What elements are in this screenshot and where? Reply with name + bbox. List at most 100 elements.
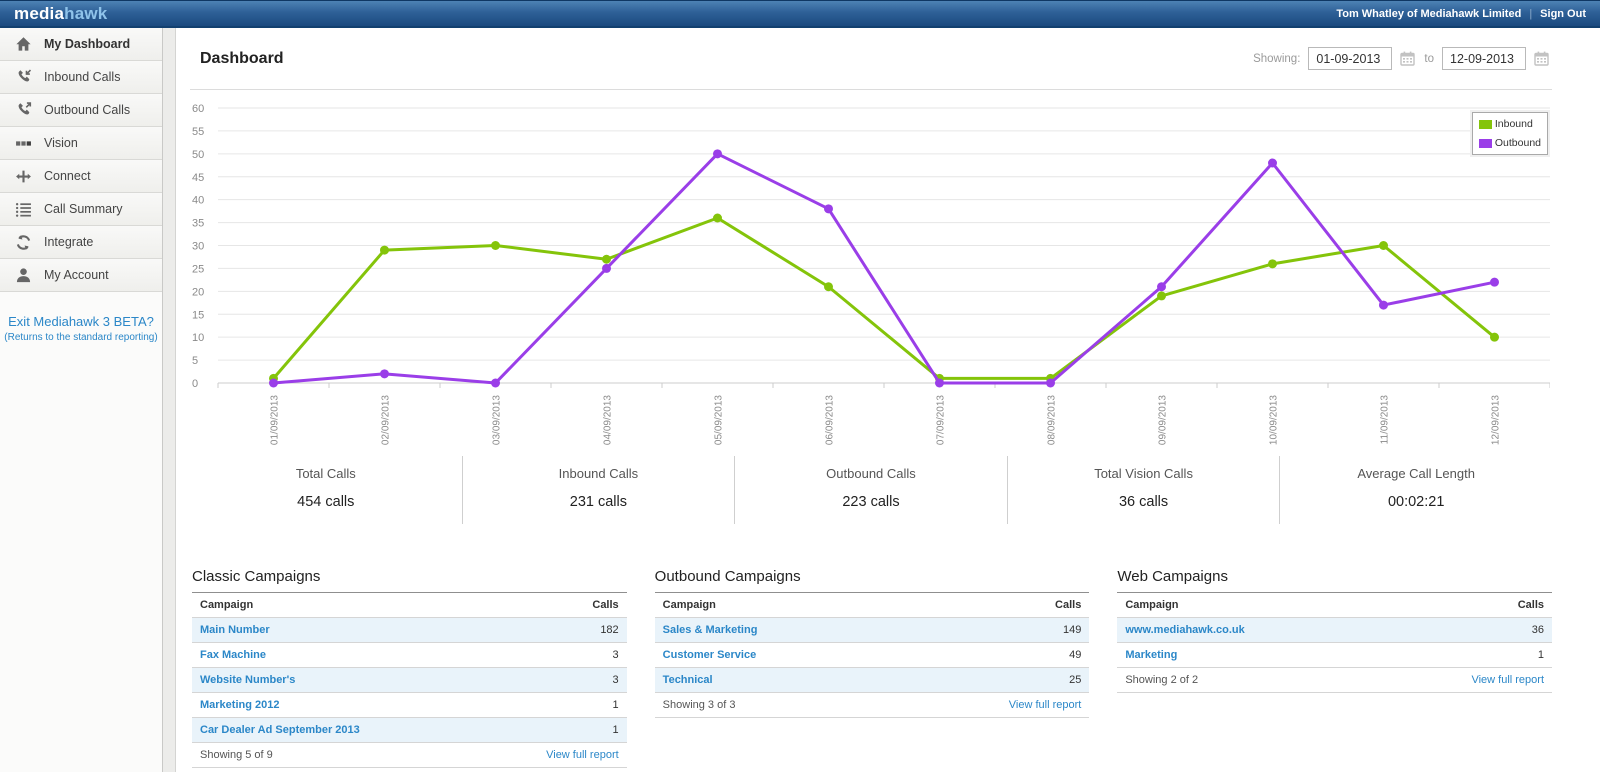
- legend-label: Inbound: [1494, 118, 1533, 130]
- showing-count: Showing 5 of 9: [200, 749, 273, 761]
- sidebar-item-inbound-calls[interactable]: Inbound Calls: [0, 61, 162, 94]
- campaign-link[interactable]: Website Number's: [200, 674, 296, 686]
- legend-label: Outbound: [1494, 137, 1541, 149]
- table-row: Technical 25: [654, 668, 1090, 693]
- sidebar-divider-band: [163, 28, 176, 772]
- campaign-calls: 49: [1069, 649, 1082, 661]
- stat-label: Inbound Calls: [558, 466, 639, 481]
- my-account-icon: [16, 267, 30, 282]
- stat-value: 231 calls: [569, 494, 627, 510]
- svg-text:40: 40: [192, 195, 204, 207]
- svg-text:0: 0: [192, 378, 198, 390]
- stat-value: 36 calls: [1118, 494, 1169, 510]
- table-header-row: Campaign Calls: [192, 593, 627, 618]
- sidebar-item-label: Connect: [44, 169, 91, 183]
- chart-legend: Inbound Outbound: [1471, 112, 1548, 155]
- logo-hawk: hawk: [64, 3, 108, 23]
- sidebar-item-label: My Dashboard: [44, 37, 131, 51]
- column-header-calls: Calls: [1517, 599, 1545, 611]
- logged-in-user: Tom Whatley of Mediahawk Limited: [1336, 7, 1522, 20]
- table-footer: Showing 2 of 2 View full report: [1117, 668, 1553, 693]
- calendar-icon-to[interactable]: [1534, 51, 1550, 67]
- svg-text:06/09/2013: 06/09/2013: [825, 395, 836, 445]
- date-from-input[interactable]: [1308, 47, 1393, 70]
- legend-swatch-outbound: [1478, 138, 1492, 148]
- showing-count: Showing 3 of 3: [662, 699, 736, 711]
- sidebar-item-connect[interactable]: Connect: [0, 160, 162, 193]
- table-footer: Showing 3 of 3 View full report: [654, 693, 1090, 718]
- sidebar-item-outbound-calls[interactable]: Outbound Calls: [0, 94, 162, 127]
- sidebar-item-label: My Account: [44, 268, 109, 282]
- svg-text:25: 25: [192, 263, 204, 275]
- svg-text:11/09/2013: 11/09/2013: [1380, 395, 1391, 445]
- svg-text:55: 55: [192, 126, 204, 138]
- main-content: Dashboard Showing: to 0 5 10 15 20 25 30 35 40 45…: [176, 28, 1600, 772]
- legend-entry-inbound: Inbound: [1478, 118, 1541, 130]
- campaign-calls: 1: [612, 724, 619, 736]
- sidebar-item-my-dashboard[interactable]: My Dashboard: [0, 28, 162, 61]
- top-bar: mediahawk Tom Whatley of Mediahawk Limit…: [0, 0, 1600, 28]
- sidebar-item-label: Vision: [44, 136, 78, 150]
- svg-text:09/09/2013: 09/09/2013: [1158, 395, 1169, 445]
- campaign-tables-row: Classic Campaigns Campaign Calls Main Nu…: [190, 568, 1553, 768]
- campaign-calls: 25: [1069, 674, 1082, 686]
- sidebar-item-my-account[interactable]: My Account: [0, 259, 162, 292]
- table-row: Marketing 1: [1117, 643, 1553, 668]
- mediahawk-logo: mediahawk: [14, 4, 107, 24]
- stat-average-call-length: Average Call Length 00:02:21: [1279, 456, 1552, 524]
- campaign-link[interactable]: Marketing 2012: [200, 699, 280, 711]
- campaign-link[interactable]: Main Number: [200, 624, 270, 636]
- sidebar-item-call-summary[interactable]: Call Summary: [0, 193, 162, 226]
- sidebar: My Dashboard Inbound Calls Outbound Call…: [0, 28, 163, 772]
- sidebar-item-vision[interactable]: Vision: [0, 127, 162, 160]
- table-row: Sales & Marketing 149: [654, 618, 1090, 643]
- campaign-link[interactable]: Sales & Marketing: [662, 624, 758, 636]
- sidebar-item-label: Inbound Calls: [44, 70, 121, 84]
- view-full-report-link[interactable]: View full report: [546, 749, 619, 761]
- svg-text:04/09/2013: 04/09/2013: [603, 395, 614, 445]
- exit-beta-link[interactable]: Exit Mediahawk 3 BETA?: [8, 314, 154, 329]
- svg-text:60: 60: [192, 103, 204, 115]
- svg-text:35: 35: [192, 218, 204, 230]
- table-title: Classic Campaigns: [192, 568, 627, 593]
- stat-label: Outbound Calls: [826, 466, 916, 481]
- stat-label: Total Vision Calls: [1094, 466, 1193, 481]
- table-footer: Showing 5 of 9 View full report: [192, 743, 627, 768]
- legend-entry-outbound: Outbound: [1478, 137, 1541, 149]
- table-row: Car Dealer Ad September 2013 1: [192, 718, 627, 743]
- column-header-campaign: Campaign: [1125, 599, 1179, 611]
- column-header-campaign: Campaign: [662, 599, 716, 611]
- svg-text:15: 15: [192, 309, 204, 321]
- calendar-icon-from[interactable]: [1400, 51, 1416, 67]
- view-full-report-link[interactable]: View full report: [1008, 699, 1082, 711]
- table-row: Fax Machine 3: [192, 643, 627, 668]
- campaign-link[interactable]: www.mediahawk.co.uk: [1125, 624, 1245, 636]
- sidebar-item-integrate[interactable]: Integrate: [0, 226, 162, 259]
- campaign-link[interactable]: Marketing: [1125, 649, 1178, 661]
- inbound-phone-icon: [18, 68, 31, 81]
- stat-value: 223 calls: [842, 494, 900, 510]
- summary-stats-row: Total Calls 454 calls Inbound Calls 231 c…: [190, 456, 1552, 524]
- stat-total-vision-calls: Total Vision Calls 36 calls: [1006, 456, 1280, 524]
- campaign-calls: 1: [612, 699, 619, 711]
- column-header-calls: Calls: [1055, 599, 1082, 611]
- vision-icon: [15, 140, 31, 146]
- sign-out-link[interactable]: Sign Out: [1540, 7, 1586, 20]
- beta-exit-block: Exit Mediahawk 3 BETA? (Returns to the s…: [0, 314, 162, 343]
- campaign-link[interactable]: Car Dealer Ad September 2013: [200, 724, 360, 736]
- beta-note: (Returns to the standard reporting): [4, 332, 158, 343]
- campaign-link[interactable]: Fax Machine: [200, 649, 267, 661]
- integrate-icon: [16, 234, 30, 250]
- svg-text:30: 30: [192, 241, 204, 253]
- campaign-link[interactable]: Customer Service: [662, 649, 757, 661]
- stat-label: Total Calls: [295, 466, 356, 481]
- sidebar-item-label: Call Summary: [44, 202, 123, 216]
- page-title: Dashboard: [200, 49, 284, 67]
- date-to-input[interactable]: [1442, 47, 1526, 70]
- connect-icon: [15, 170, 31, 182]
- view-full-report-link[interactable]: View full report: [1471, 674, 1545, 686]
- svg-text:50: 50: [192, 149, 204, 161]
- svg-text:02/09/2013: 02/09/2013: [381, 395, 392, 445]
- campaign-link[interactable]: Technical: [662, 674, 713, 686]
- table-web-campaigns: Web Campaigns Campaign Calls www.mediaha…: [1117, 568, 1553, 768]
